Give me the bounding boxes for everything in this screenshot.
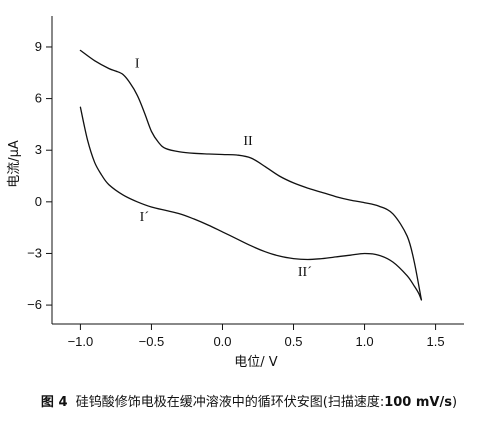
cv-curve-lower [79,106,423,301]
scan-speed: 100 mV/s [384,395,452,410]
peak-label: II [243,134,253,149]
x-axis-title: 电位/ V [234,355,278,370]
y-tick-label: 9 [35,39,42,54]
peak-label: II´ [298,265,312,280]
y-ticks: 9 6 3 0 −3 −6 [27,39,52,312]
cv-curve-upper [79,49,423,301]
figure-caption: 图 4 硅钨酸修饰电极在缓冲溶液中的循环伏安图(扫描速度:100 mV/s) [0,394,498,412]
y-tick-label: 0 [35,194,42,209]
y-tick-label: 6 [35,91,42,106]
caption-close: ) [451,395,458,410]
peak-label: I´ [140,210,149,225]
plot-frame [51,16,464,325]
y-tick-label: 3 [35,142,42,157]
series-group [79,49,423,301]
figure-label: 图 4 [40,395,68,410]
x-tick-label: −0.5 [139,334,165,349]
x-tick-label: 1.5 [427,334,445,349]
y-tick-label: −3 [27,245,42,260]
caption-text: 硅钨酸修饰电极在缓冲溶液中的循环伏安图(扫描速度: [75,395,385,410]
y-axis-title: 电流/μA [7,140,22,188]
x-tick-label: 1.0 [356,334,374,349]
y-tick-label: −6 [27,297,42,312]
x-tick-label: 0.0 [213,334,231,349]
x-ticks: −1.0 −0.5 0.0 0.5 1.0 1.5 [68,324,445,349]
x-tick-label: −1.0 [68,334,94,349]
peak-label: I [135,57,140,72]
x-tick-label: 0.5 [284,334,302,349]
